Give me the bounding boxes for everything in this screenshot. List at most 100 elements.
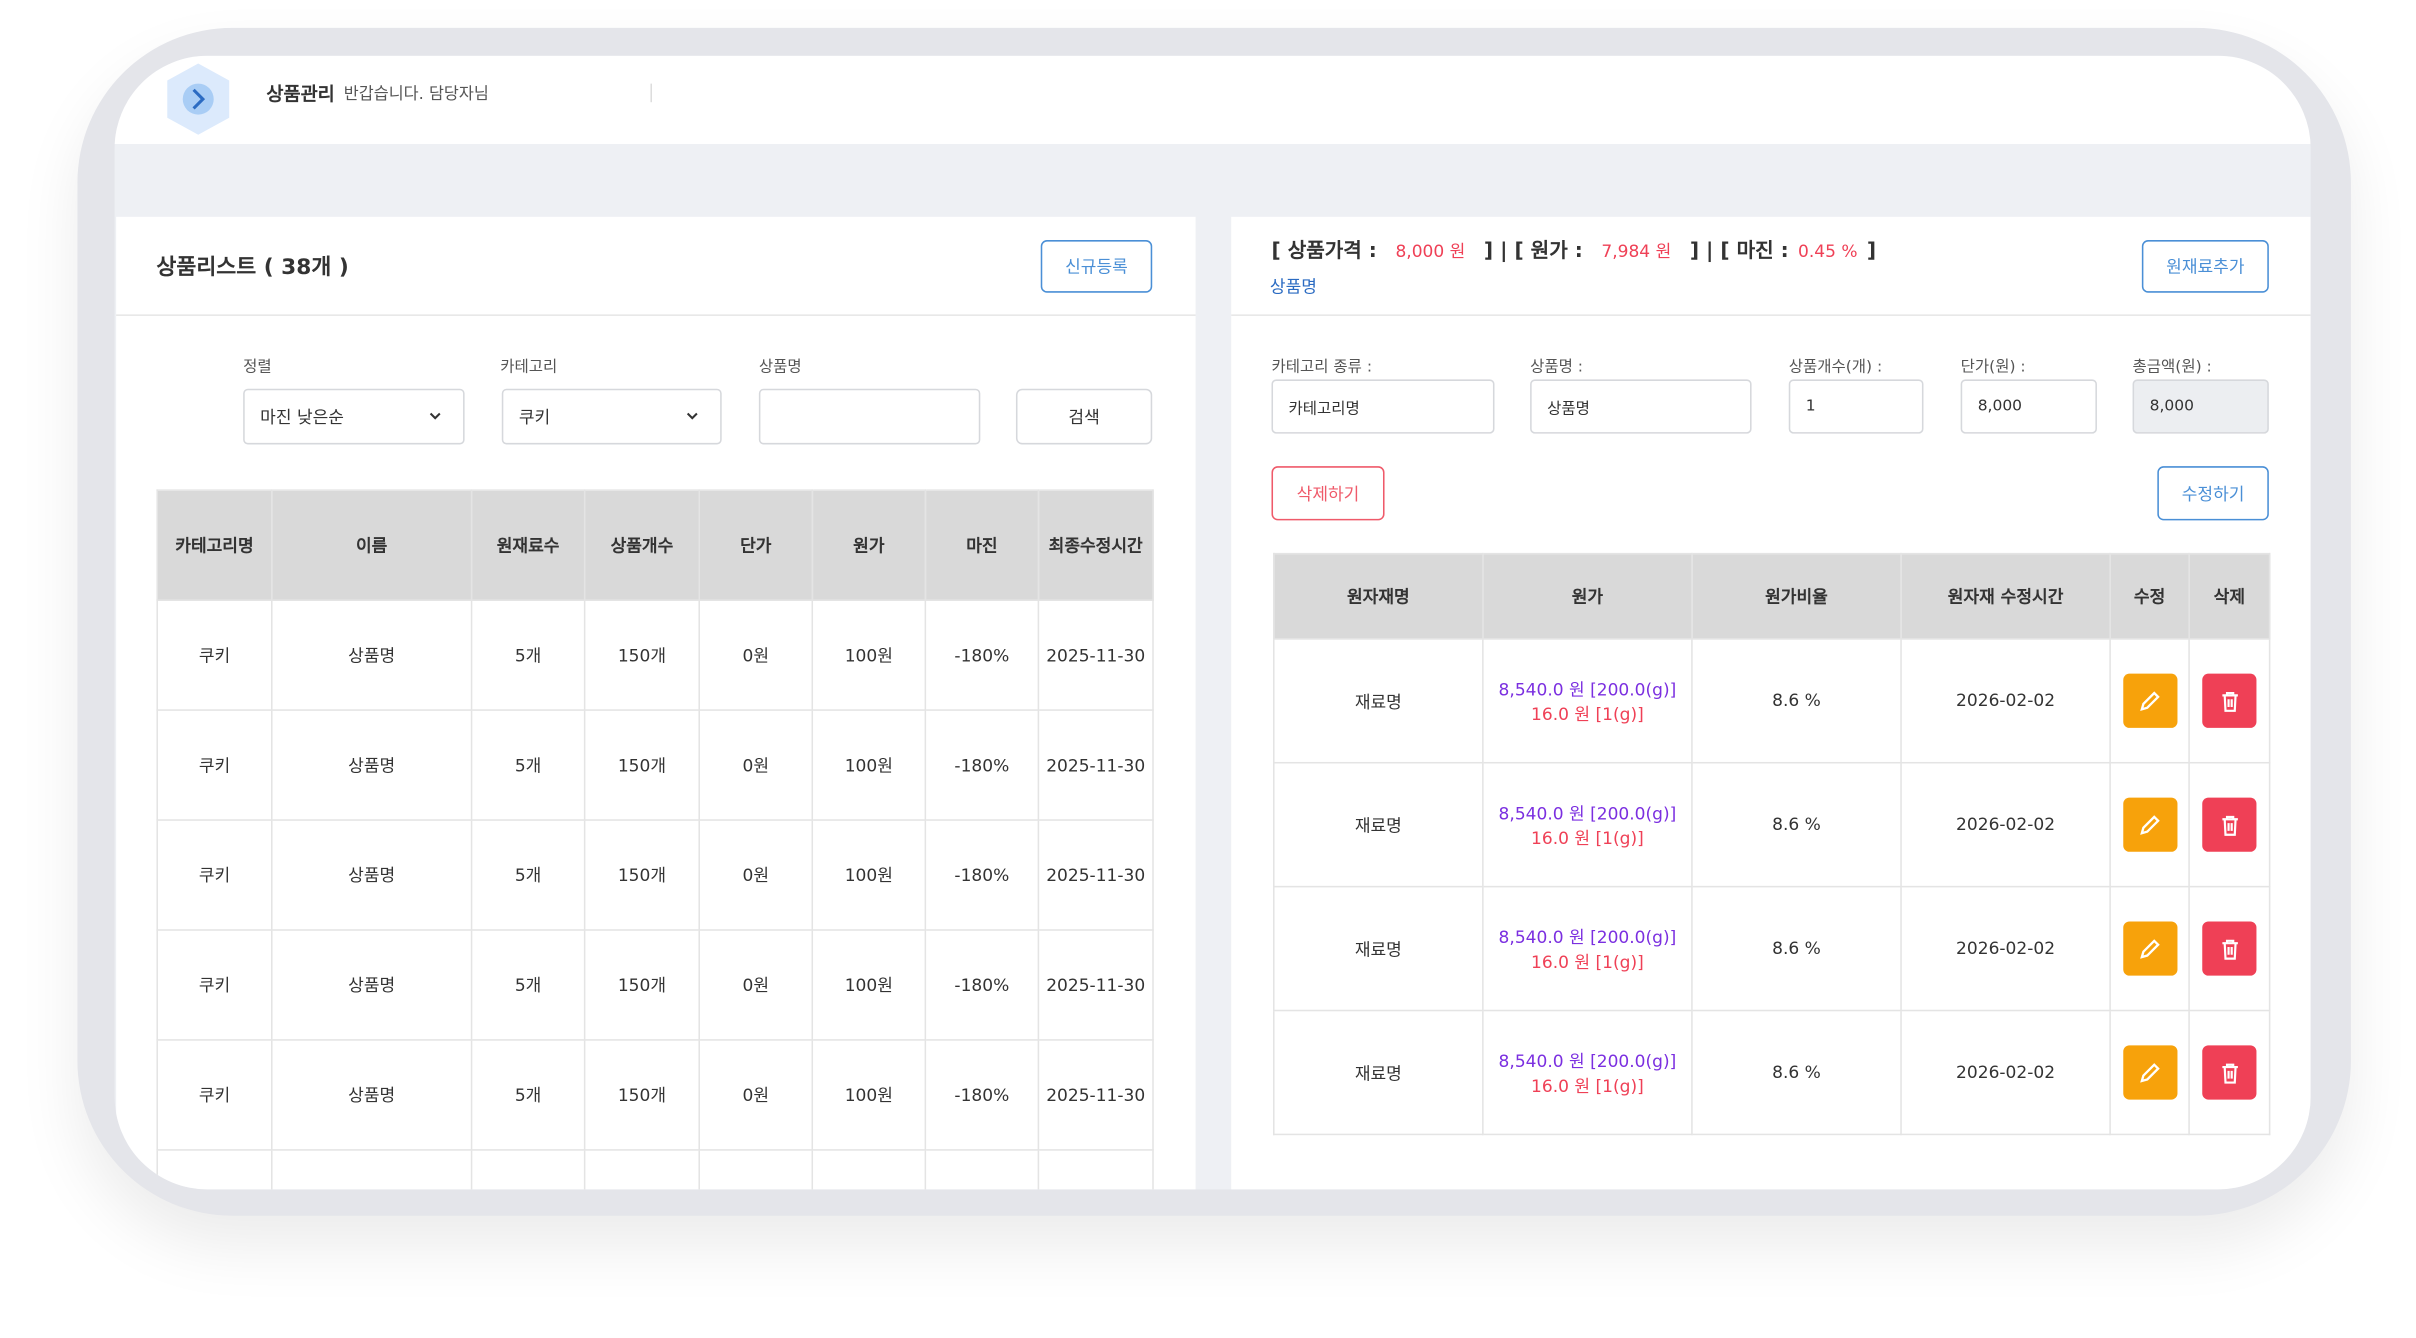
edit-button[interactable]: 수정하기: [2157, 466, 2269, 521]
search-button[interactable]: 검색: [1015, 388, 1153, 445]
cost: 8,540.0 원 [200.0(g)]: [1498, 926, 1677, 948]
divider: [650, 83, 653, 103]
cell: [156, 1149, 273, 1190]
cell: 상품명: [271, 819, 473, 931]
input-value: 1: [1805, 398, 1816, 416]
cell: 5개: [470, 599, 586, 711]
cell: 쿠키: [156, 599, 273, 711]
cell: 5개: [470, 929, 586, 1041]
add-material-button[interactable]: 원재료추가: [2141, 240, 2269, 293]
cell: 2025-11-30: [1037, 929, 1154, 1041]
summary-label: ] | [ 마진 :: [1689, 240, 1789, 264]
divider: [116, 314, 1196, 316]
name-input[interactable]: [758, 388, 981, 445]
cell: 쿠키: [156, 709, 273, 821]
cell: -180%: [924, 599, 1040, 711]
cell: 2026-02-02: [1900, 761, 2111, 888]
cell: [811, 1149, 927, 1190]
summary-value: 7,984 원: [1601, 241, 1672, 262]
cell: [2109, 638, 2190, 764]
cell: -180%: [924, 1039, 1040, 1151]
cell: 150개: [583, 929, 701, 1041]
cell: 2026-02-02: [1900, 638, 2111, 764]
cell: 8,540.0 원 [200.0(g)] 16.0 원 [1(g)]: [1482, 1009, 1693, 1136]
pencil-icon: [2140, 938, 2160, 959]
cell: 150개: [583, 709, 701, 821]
filter-label: 상품명: [758, 359, 802, 377]
table-row[interactable]: 쿠키 상품명 5개 150개 0원 100원 -180% 2025-11-30: [156, 1039, 1154, 1151]
cell: 150개: [583, 819, 701, 931]
chevron: [429, 412, 441, 420]
trash-icon: [2221, 691, 2238, 712]
edit-icon-button[interactable]: [2122, 921, 2177, 976]
cell: 5개: [470, 819, 586, 931]
cell: 0원: [698, 599, 814, 711]
edit-icon-button[interactable]: [2122, 673, 2177, 728]
delete-icon-button[interactable]: [2202, 921, 2257, 976]
edit-icon-button[interactable]: [2122, 1045, 2177, 1100]
delete-icon-button[interactable]: [2202, 673, 2257, 728]
form-input[interactable]: 8,000: [1960, 379, 2097, 434]
cell: 쿠키: [156, 929, 273, 1041]
new-button[interactable]: 신규등록: [1040, 240, 1153, 293]
cost: 8,540.0 원 [200.0(g)]: [1498, 679, 1677, 700]
greeting: 반갑습니다. 담당자님: [343, 85, 489, 104]
top-bar: 상품관리 반갑습니다. 담당자님: [114, 55, 2311, 145]
cost: 8,540.0 원 [200.0(g)]: [1498, 1050, 1677, 1071]
cell: 150개: [583, 1039, 701, 1151]
edit-icon-button[interactable]: [2122, 797, 2177, 852]
column-header: 마진: [924, 489, 1040, 601]
cell: 8.6 %: [1691, 885, 1902, 1012]
cell: 100원: [811, 1039, 927, 1151]
summary-label: ]: [1866, 240, 1877, 264]
form-input[interactable]: 상품명: [1530, 379, 1752, 434]
cell: 5개: [470, 1039, 586, 1151]
cell: 쿠키: [156, 819, 273, 931]
cell: 상품명: [271, 599, 473, 711]
header-title: 상품관리: [266, 83, 335, 106]
cell: 재료명: [1273, 1009, 1484, 1136]
form-input[interactable]: 1: [1788, 379, 1924, 434]
cell: 8.6 %: [1691, 1009, 1902, 1136]
cell: 8,540.0 원 [200.0(g)] 16.0 원 [1(g)]: [1482, 638, 1693, 764]
cell: 재료명: [1273, 638, 1484, 764]
delete-button[interactable]: 삭제하기: [1271, 466, 1385, 521]
column-header: 이름: [271, 489, 473, 601]
delete-icon-button[interactable]: [2202, 1045, 2257, 1100]
category-select[interactable]: 쿠키: [501, 388, 722, 445]
cell: -180%: [924, 819, 1040, 931]
cell: 2025-11-30: [1037, 599, 1154, 711]
cell: 상품명: [271, 929, 473, 1041]
table-row[interactable]: 쿠키 상품명 5개 150개 0원 100원 -180% 2025-11-30: [156, 929, 1154, 1041]
cell: 0원: [698, 709, 814, 821]
cell: 100원: [811, 929, 927, 1041]
filter-label: 정렬: [243, 359, 272, 377]
panel-title: 상품리스트 ( 38개 ): [156, 255, 349, 281]
form-input[interactable]: 카테고리명: [1271, 379, 1495, 434]
summary-label: ] | [ 원가 :: [1483, 240, 1583, 264]
table-row[interactable]: 쿠키 상품명 5개 150개 0원 100원 -180% 2025-11-30: [156, 599, 1154, 711]
cell: 재료명: [1273, 885, 1484, 1012]
product-detail-panel: [ 상품가격 : 8,000 원 ] | [ 원가 : 7,984 원 ] | …: [1231, 216, 2311, 1190]
cell: [1037, 1149, 1154, 1190]
cell: 0원: [698, 1039, 814, 1151]
table-row[interactable]: 쿠키 상품명 5개 150개 0원 100원 -180% 2025-11-30: [156, 819, 1154, 931]
cell: 8,540.0 원 [200.0(g)] 16.0 원 [1(g)]: [1482, 761, 1693, 888]
cell: 100원: [811, 599, 927, 711]
sort-select[interactable]: 마진 낮은순: [243, 388, 465, 445]
cell: 2026-02-02: [1900, 885, 2111, 1012]
column-header: 원자재명: [1273, 552, 1484, 640]
column-header: 카테고리명: [156, 489, 273, 601]
column-header: 원가: [1482, 552, 1693, 640]
form-label: 상품명 :: [1530, 359, 1584, 377]
unit-cost: 16.0 원 [1(g)]: [1531, 827, 1644, 848]
product-list-panel: 상품리스트 ( 38개 ) 신규등록 정렬 카테고리 상품명 마진 낮은순 쿠키…: [116, 216, 1196, 1190]
delete-icon-button[interactable]: [2202, 797, 2257, 852]
cell: [2109, 885, 2190, 1012]
cell: [924, 1149, 1040, 1190]
cell: [271, 1149, 473, 1190]
form-label: 단가(원) :: [1960, 359, 2026, 377]
table-row[interactable]: 쿠키 상품명 5개 150개 0원 100원 -180% 2025-11-30: [156, 709, 1154, 821]
cell: 쿠키: [156, 1039, 273, 1151]
